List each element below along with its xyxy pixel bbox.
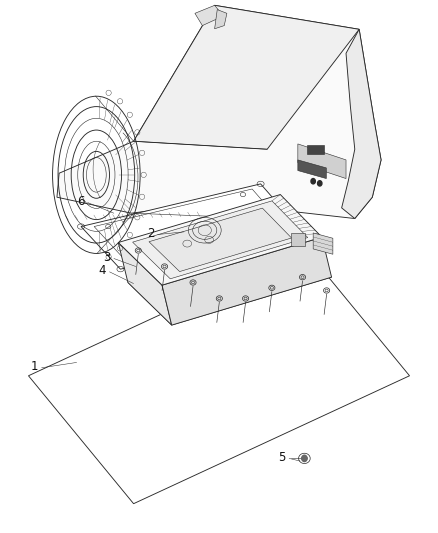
Text: 6: 6 bbox=[77, 195, 84, 208]
Polygon shape bbox=[298, 160, 326, 179]
Polygon shape bbox=[81, 184, 298, 269]
Polygon shape bbox=[128, 235, 332, 325]
Polygon shape bbox=[313, 233, 333, 254]
Polygon shape bbox=[118, 243, 172, 325]
Polygon shape bbox=[133, 201, 308, 279]
Text: 2: 2 bbox=[147, 227, 154, 240]
Polygon shape bbox=[94, 189, 285, 264]
Polygon shape bbox=[342, 29, 381, 219]
FancyBboxPatch shape bbox=[291, 233, 305, 246]
Circle shape bbox=[302, 455, 307, 462]
Polygon shape bbox=[134, 5, 359, 149]
Polygon shape bbox=[149, 208, 292, 271]
Polygon shape bbox=[298, 144, 346, 179]
Circle shape bbox=[311, 179, 315, 184]
Circle shape bbox=[318, 181, 322, 186]
Polygon shape bbox=[162, 237, 332, 325]
Polygon shape bbox=[57, 5, 381, 219]
Text: 5: 5 bbox=[278, 451, 286, 464]
Text: 3: 3 bbox=[103, 251, 110, 264]
Text: 4: 4 bbox=[99, 264, 106, 278]
FancyBboxPatch shape bbox=[307, 145, 324, 154]
Polygon shape bbox=[195, 5, 223, 26]
Text: 1: 1 bbox=[31, 360, 38, 374]
Polygon shape bbox=[215, 10, 227, 29]
Polygon shape bbox=[118, 195, 322, 285]
